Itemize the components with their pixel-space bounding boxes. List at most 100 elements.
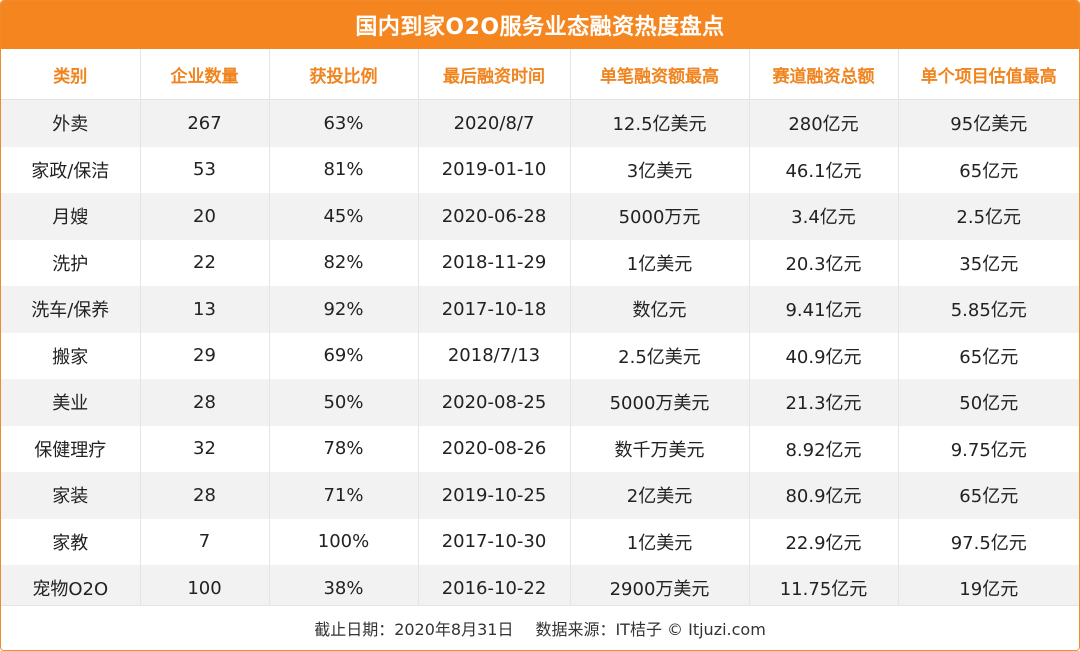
table-cell: 保健理疗	[1, 425, 141, 472]
table-cell: 22.9亿元	[749, 518, 899, 565]
table-cell: 1亿美元	[570, 239, 750, 286]
header-row: 类别 企业数量 获投比例 最后融资时间 单笔融资额最高 赛道融资总额 单个项目估…	[1, 49, 1079, 100]
column-header: 单笔融资额最高	[570, 49, 750, 100]
table-cell: 家教	[1, 518, 141, 565]
table-cell: 28	[140, 472, 270, 519]
table-cell: 82%	[269, 239, 419, 286]
table-cell: 22	[140, 239, 270, 286]
table-cell: 50%	[269, 379, 419, 426]
table-cell: 95亿美元	[898, 99, 1079, 147]
table-cell: 2018/7/13	[418, 332, 571, 379]
table-cell: 267	[140, 99, 270, 147]
table-cell: 2016-10-22	[418, 565, 571, 612]
table-cell: 13	[140, 286, 270, 333]
table-cell: 数亿元	[570, 286, 750, 333]
table-row: 宠物O2O 100 38% 2016-10-22 2900万美元 11.75亿元 19亿元	[1, 565, 1079, 612]
table-cell: 搬家	[1, 332, 141, 379]
table-cell: 家装	[1, 472, 141, 519]
table-cell: 2019-01-10	[418, 146, 571, 193]
table-row: 保健理疗 32 78% 2020-08-26 数千万美元 8.92亿元 9.75亿元	[1, 425, 1079, 472]
table-cell: 2017-10-18	[418, 286, 571, 333]
table-cell: 53	[140, 146, 270, 193]
table-row: 家教 7 100% 2017-10-30 1亿美元 22.9亿元 97.5亿元	[1, 518, 1079, 565]
table-cell: 8.92亿元	[749, 425, 899, 472]
table-cell: 100%	[269, 518, 419, 565]
table-row: 家政/保洁 53 81% 2019-01-10 3亿美元 46.1亿元 65亿元	[1, 146, 1079, 193]
table-row: 家装 28 71% 2019-10-25 2亿美元 80.9亿元 65亿元	[1, 472, 1079, 519]
table-cell: 1亿美元	[570, 518, 750, 565]
column-header: 最后融资时间	[418, 49, 571, 100]
table-row: 洗车/保养 13 92% 2017-10-18 数亿元 9.41亿元 5.85亿元	[1, 286, 1079, 333]
table-cell: 洗车/保养	[1, 286, 141, 333]
table-cell: 81%	[269, 146, 419, 193]
table-cell: 5000万元	[570, 193, 750, 240]
table-cell: 2900万美元	[570, 565, 750, 612]
table-cell: 2020/8/7	[418, 99, 571, 147]
table-cell: 45%	[269, 193, 419, 240]
table-cell: 65亿元	[898, 146, 1079, 193]
table-cell: 35亿元	[898, 239, 1079, 286]
table-cell: 92%	[269, 286, 419, 333]
table-cell: 65亿元	[898, 472, 1079, 519]
table-cell: 65亿元	[898, 332, 1079, 379]
table-cell: 28	[140, 379, 270, 426]
table-cell: 5.85亿元	[898, 286, 1079, 333]
table-row: 外卖 267 63% 2020/8/7 12.5亿美元 280亿元 95亿美元	[1, 99, 1079, 147]
table-cell: 29	[140, 332, 270, 379]
table-cell: 80.9亿元	[749, 472, 899, 519]
table-cell: 2020-08-25	[418, 379, 571, 426]
table-cell: 2.5亿美元	[570, 332, 750, 379]
table-cell: 63%	[269, 99, 419, 147]
table-cell: 21.3亿元	[749, 379, 899, 426]
table-cell: 100	[140, 565, 270, 612]
table-row: 美业 28 50% 2020-08-25 5000万美元 21.3亿元 50亿元	[1, 379, 1079, 426]
table-cell: 2.5亿元	[898, 193, 1079, 240]
table-cell: 32	[140, 425, 270, 472]
table-cell: 97.5亿元	[898, 518, 1079, 565]
column-header: 企业数量	[140, 49, 270, 100]
table-cell: 78%	[269, 425, 419, 472]
table-cell: 9.75亿元	[898, 425, 1079, 472]
table-cell: 5000万美元	[570, 379, 750, 426]
table-cell: 2020-08-26	[418, 425, 571, 472]
footer: 截止日期：2020年8月31日 数据来源：IT桔子 © Itjuzi.com	[1, 605, 1079, 650]
table-cell: 2018-11-29	[418, 239, 571, 286]
table-cell: 19亿元	[898, 565, 1079, 612]
table-cell: 7	[140, 518, 270, 565]
table-cell: 月嫂	[1, 193, 141, 240]
column-header: 获投比例	[269, 49, 419, 100]
table-row: 洗护 22 82% 2018-11-29 1亿美元 20.3亿元 35亿元	[1, 239, 1079, 286]
table-cell: 2亿美元	[570, 472, 750, 519]
cutoff-date: 截止日期：2020年8月31日	[314, 620, 514, 639]
table-cell: 3.4亿元	[749, 193, 899, 240]
table-cell: 40.9亿元	[749, 332, 899, 379]
table-cell: 280亿元	[749, 99, 899, 147]
table-cell: 洗护	[1, 239, 141, 286]
table-cell: 12.5亿美元	[570, 99, 750, 147]
table-cell: 2019-10-25	[418, 472, 571, 519]
financing-table: 类别 企业数量 获投比例 最后融资时间 单笔融资额最高 赛道融资总额 单个项目估…	[1, 49, 1079, 612]
table-cell: 数千万美元	[570, 425, 750, 472]
table-row: 搬家 29 69% 2018/7/13 2.5亿美元 40.9亿元 65亿元	[1, 332, 1079, 379]
table-cell: 50亿元	[898, 379, 1079, 426]
table-cell: 11.75亿元	[749, 565, 899, 612]
column-header: 类别	[1, 49, 141, 100]
table-cell: 美业	[1, 379, 141, 426]
table-cell: 9.41亿元	[749, 286, 899, 333]
table-cell: 2020-06-28	[418, 193, 571, 240]
table-cell: 20	[140, 193, 270, 240]
table-row: 月嫂 20 45% 2020-06-28 5000万元 3.4亿元 2.5亿元	[1, 193, 1079, 240]
table-cell: 71%	[269, 472, 419, 519]
table-title: 国内到家O2O服务业态融资热度盘点	[1, 1, 1079, 49]
table-cell: 3亿美元	[570, 146, 750, 193]
table-cell: 家政/保洁	[1, 146, 141, 193]
column-header: 单个项目估值最高	[898, 49, 1079, 100]
table-cell: 外卖	[1, 99, 141, 147]
table-cell: 宠物O2O	[1, 565, 141, 612]
table-cell: 69%	[269, 332, 419, 379]
table-cell: 2017-10-30	[418, 518, 571, 565]
column-header: 赛道融资总额	[749, 49, 899, 100]
table-cell: 46.1亿元	[749, 146, 899, 193]
data-source: 数据来源：IT桔子 © Itjuzi.com	[535, 620, 766, 639]
